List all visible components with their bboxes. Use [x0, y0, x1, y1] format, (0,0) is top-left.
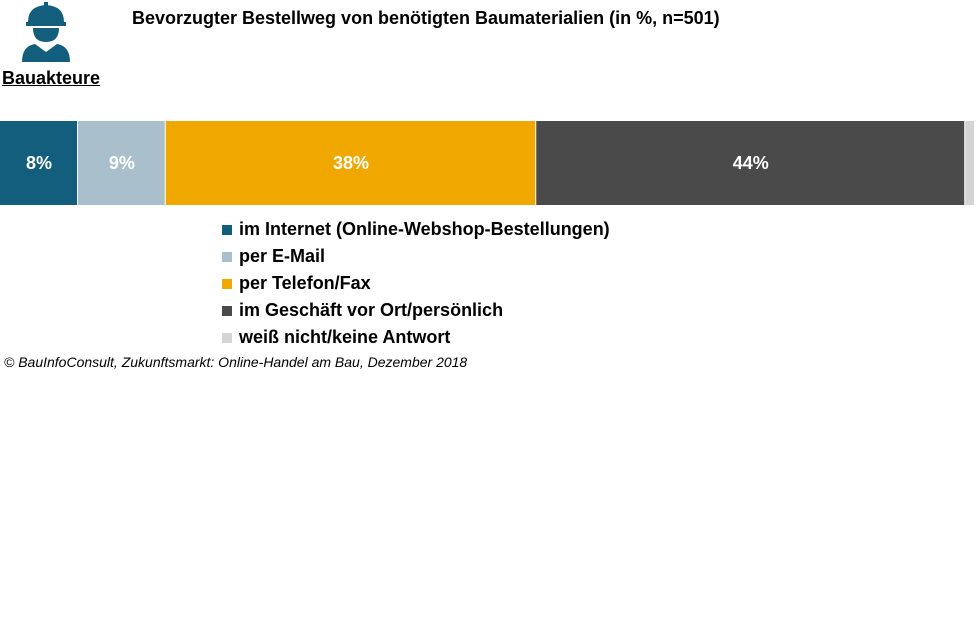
bar-segment-4: [965, 121, 974, 205]
bar-segment-1: [78, 121, 165, 205]
legend-item-3: im Geschäft vor Ort/persönlich: [222, 297, 610, 324]
bar-label-2: 38%: [333, 153, 369, 173]
legend-label-1: per E-Mail: [239, 246, 326, 266]
chart-title: Bevorzugter Bestellweg von benötigten Ba…: [132, 8, 720, 28]
bar-segment-3: [536, 121, 965, 205]
stacked-bar: 8% 9% 38% 44%: [0, 121, 977, 205]
bar-label-0: 8%: [26, 153, 52, 173]
legend-item-0: im Internet (Online-Webshop-Bestellungen…: [222, 216, 610, 243]
bar-label-3: 44%: [733, 153, 769, 173]
bar-segment-0: [0, 121, 77, 205]
legend-swatch-2: [222, 278, 232, 289]
stacked-bar-svg: 8% 9% 38% 44%: [0, 121, 974, 205]
audience-label: Bauakteure: [2, 68, 101, 88]
legend-swatch-3: [222, 305, 232, 316]
construction-worker-icon: [22, 2, 70, 62]
legend-item-1: per E-Mail: [222, 243, 610, 270]
legend-label-0: im Internet (Online-Webshop-Bestellungen…: [239, 219, 610, 239]
legend-item-4: weiß nicht/keine Antwort: [222, 324, 610, 351]
legend: im Internet (Online-Webshop-Bestellungen…: [222, 216, 610, 351]
bar-label-1: 9%: [109, 153, 135, 173]
bar-segment-2: [165, 121, 536, 205]
legend-swatch-0: [222, 224, 232, 235]
legend-swatch-4: [222, 332, 232, 343]
legend-label-4: weiß nicht/keine Antwort: [239, 327, 451, 347]
source-note: © BauInfoConsult, Zukunftsmarkt: Online-…: [4, 354, 468, 370]
legend-swatch-1: [222, 251, 232, 262]
legend-item-2: per Telefon/Fax: [222, 270, 610, 297]
legend-label-2: per Telefon/Fax: [239, 273, 371, 293]
legend-label-3: im Geschäft vor Ort/persönlich: [239, 300, 504, 320]
